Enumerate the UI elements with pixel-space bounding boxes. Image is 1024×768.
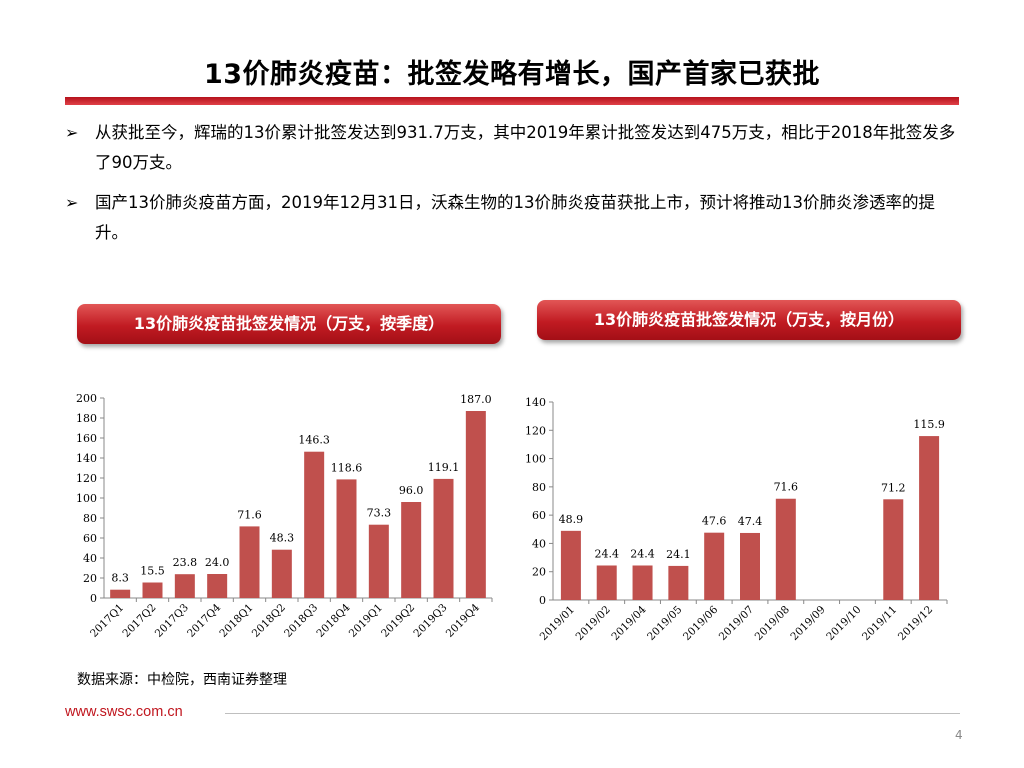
x-tick-label: 2018Q2 xyxy=(250,602,288,640)
data-label: 96.0 xyxy=(399,484,424,497)
bar xyxy=(304,451,325,598)
bar xyxy=(336,479,357,598)
data-label: 48.3 xyxy=(270,532,295,545)
data-label: 15.5 xyxy=(140,565,165,578)
quarterly-chart-title: 13价肺炎疫苗批签发情况（万支，按季度） xyxy=(77,304,501,344)
data-label: 119.1 xyxy=(428,461,460,474)
x-tick-label: 2017Q2 xyxy=(120,602,158,640)
x-tick-label: 2019/08 xyxy=(753,604,792,643)
bullet-arrow-icon: ➢ xyxy=(65,123,79,142)
y-tick-label: 100 xyxy=(525,453,546,466)
x-tick-label: 2017Q4 xyxy=(185,601,223,639)
x-tick-label: 2019/10 xyxy=(824,604,863,643)
bar xyxy=(704,532,725,600)
x-tick-label: 2019Q1 xyxy=(347,602,385,640)
x-tick-label: 2018Q4 xyxy=(314,601,352,639)
bar xyxy=(368,524,389,598)
y-tick-label: 160 xyxy=(76,432,97,445)
data-label: 8.3 xyxy=(111,572,128,585)
bar xyxy=(271,549,292,598)
y-tick-label: 0 xyxy=(539,594,546,607)
data-label: 24.1 xyxy=(666,548,691,561)
x-tick-label: 2019/07 xyxy=(717,604,756,643)
y-tick-label: 200 xyxy=(76,392,97,405)
x-tick-label: 2019/09 xyxy=(788,604,827,643)
x-tick-label: 2018Q3 xyxy=(282,602,320,640)
data-label: 47.6 xyxy=(702,515,727,528)
bar xyxy=(465,411,486,598)
bullet-arrow-icon: ➢ xyxy=(65,193,79,212)
x-tick-label: 2019Q4 xyxy=(444,601,482,639)
bullet-text: 国产13价肺炎疫苗方面，2019年12月31日，沃森生物的13价肺炎疫苗获批上市… xyxy=(95,193,935,242)
y-tick-label: 40 xyxy=(532,537,546,550)
y-tick-label: 100 xyxy=(76,492,97,505)
x-tick-label: 2019/12 xyxy=(896,604,935,643)
x-tick-label: 2019Q2 xyxy=(379,602,417,640)
data-label: 118.6 xyxy=(331,461,363,474)
bar xyxy=(560,530,581,600)
data-source-note: 数据来源：中检院，西南证券整理 xyxy=(77,672,287,688)
bar xyxy=(174,574,195,598)
page-number: 4 xyxy=(955,728,963,742)
x-tick-label: 2017Q1 xyxy=(88,602,126,640)
bullet-text: 从获批至今，辉瑞的13价累计批签发达到931.7万支，其中2019年累计批签发达… xyxy=(95,123,956,172)
data-label: 24.0 xyxy=(205,556,230,569)
data-label: 73.3 xyxy=(367,507,392,520)
y-tick-label: 140 xyxy=(525,396,546,409)
data-label: 187.0 xyxy=(460,393,492,406)
y-tick-label: 20 xyxy=(83,572,97,585)
y-tick-label: 180 xyxy=(76,412,97,425)
y-tick-label: 20 xyxy=(532,566,546,579)
data-label: 48.9 xyxy=(559,513,584,526)
y-tick-label: 0 xyxy=(90,592,97,605)
data-label: 24.4 xyxy=(594,547,619,560)
footer-divider xyxy=(225,713,960,714)
data-label: 23.8 xyxy=(173,556,198,569)
bar xyxy=(740,532,760,600)
y-tick-label: 80 xyxy=(532,481,546,494)
bar xyxy=(433,478,454,598)
bar xyxy=(401,502,422,598)
bar xyxy=(632,565,653,600)
data-label: 24.4 xyxy=(630,547,655,560)
y-tick-label: 60 xyxy=(532,509,546,522)
data-label: 71.2 xyxy=(881,481,906,494)
x-tick-label: 2019Q3 xyxy=(411,602,449,640)
x-tick-label: 2017Q3 xyxy=(153,602,191,640)
y-tick-label: 140 xyxy=(76,452,97,465)
website-link[interactable]: www.swsc.com.cn xyxy=(65,704,183,720)
bar xyxy=(919,436,940,600)
page-title: 13价肺炎疫苗：批签发略有增长，国产首家已获批 xyxy=(203,59,821,90)
x-tick-label: 2018Q1 xyxy=(217,602,255,640)
bar xyxy=(596,565,617,600)
data-label: 71.6 xyxy=(774,481,799,494)
quarterly-bar-chart: 0 20 40 60 80 100 120 140 160 180 200 8.3 2017Q1 15.5… xyxy=(76,392,493,640)
data-label: 71.6 xyxy=(237,508,262,521)
bar xyxy=(668,565,689,600)
monthly-chart-title: 13价肺炎疫苗批签发情况（万支，按月份） xyxy=(537,300,961,340)
data-label: 47.4 xyxy=(738,515,763,528)
x-tick-label: 2019/06 xyxy=(681,603,721,643)
title-underline xyxy=(65,97,959,105)
data-label: 115.9 xyxy=(913,418,945,431)
bar xyxy=(207,574,228,598)
bar xyxy=(110,589,131,598)
bar xyxy=(239,526,260,598)
bar xyxy=(142,582,163,598)
x-tick-label: 2019/11 xyxy=(860,604,899,643)
bar xyxy=(883,499,904,600)
monthly-bar-chart: 0 20 40 60 80 100 120 140 48.9 2019/01 24.4 2019/02… xyxy=(525,396,948,643)
x-tick-label: 2019/04 xyxy=(609,603,649,643)
y-tick-label: 40 xyxy=(83,552,97,565)
y-tick-label: 60 xyxy=(83,532,97,545)
data-label: 146.3 xyxy=(298,434,330,447)
x-tick-label: 2019/02 xyxy=(574,604,613,643)
bar xyxy=(775,498,796,600)
y-tick-label: 80 xyxy=(83,512,97,525)
x-tick-label: 2019/05 xyxy=(645,604,684,643)
y-tick-label: 120 xyxy=(525,424,546,437)
y-tick-label: 120 xyxy=(76,472,97,485)
x-tick-label: 2019/01 xyxy=(538,604,577,643)
